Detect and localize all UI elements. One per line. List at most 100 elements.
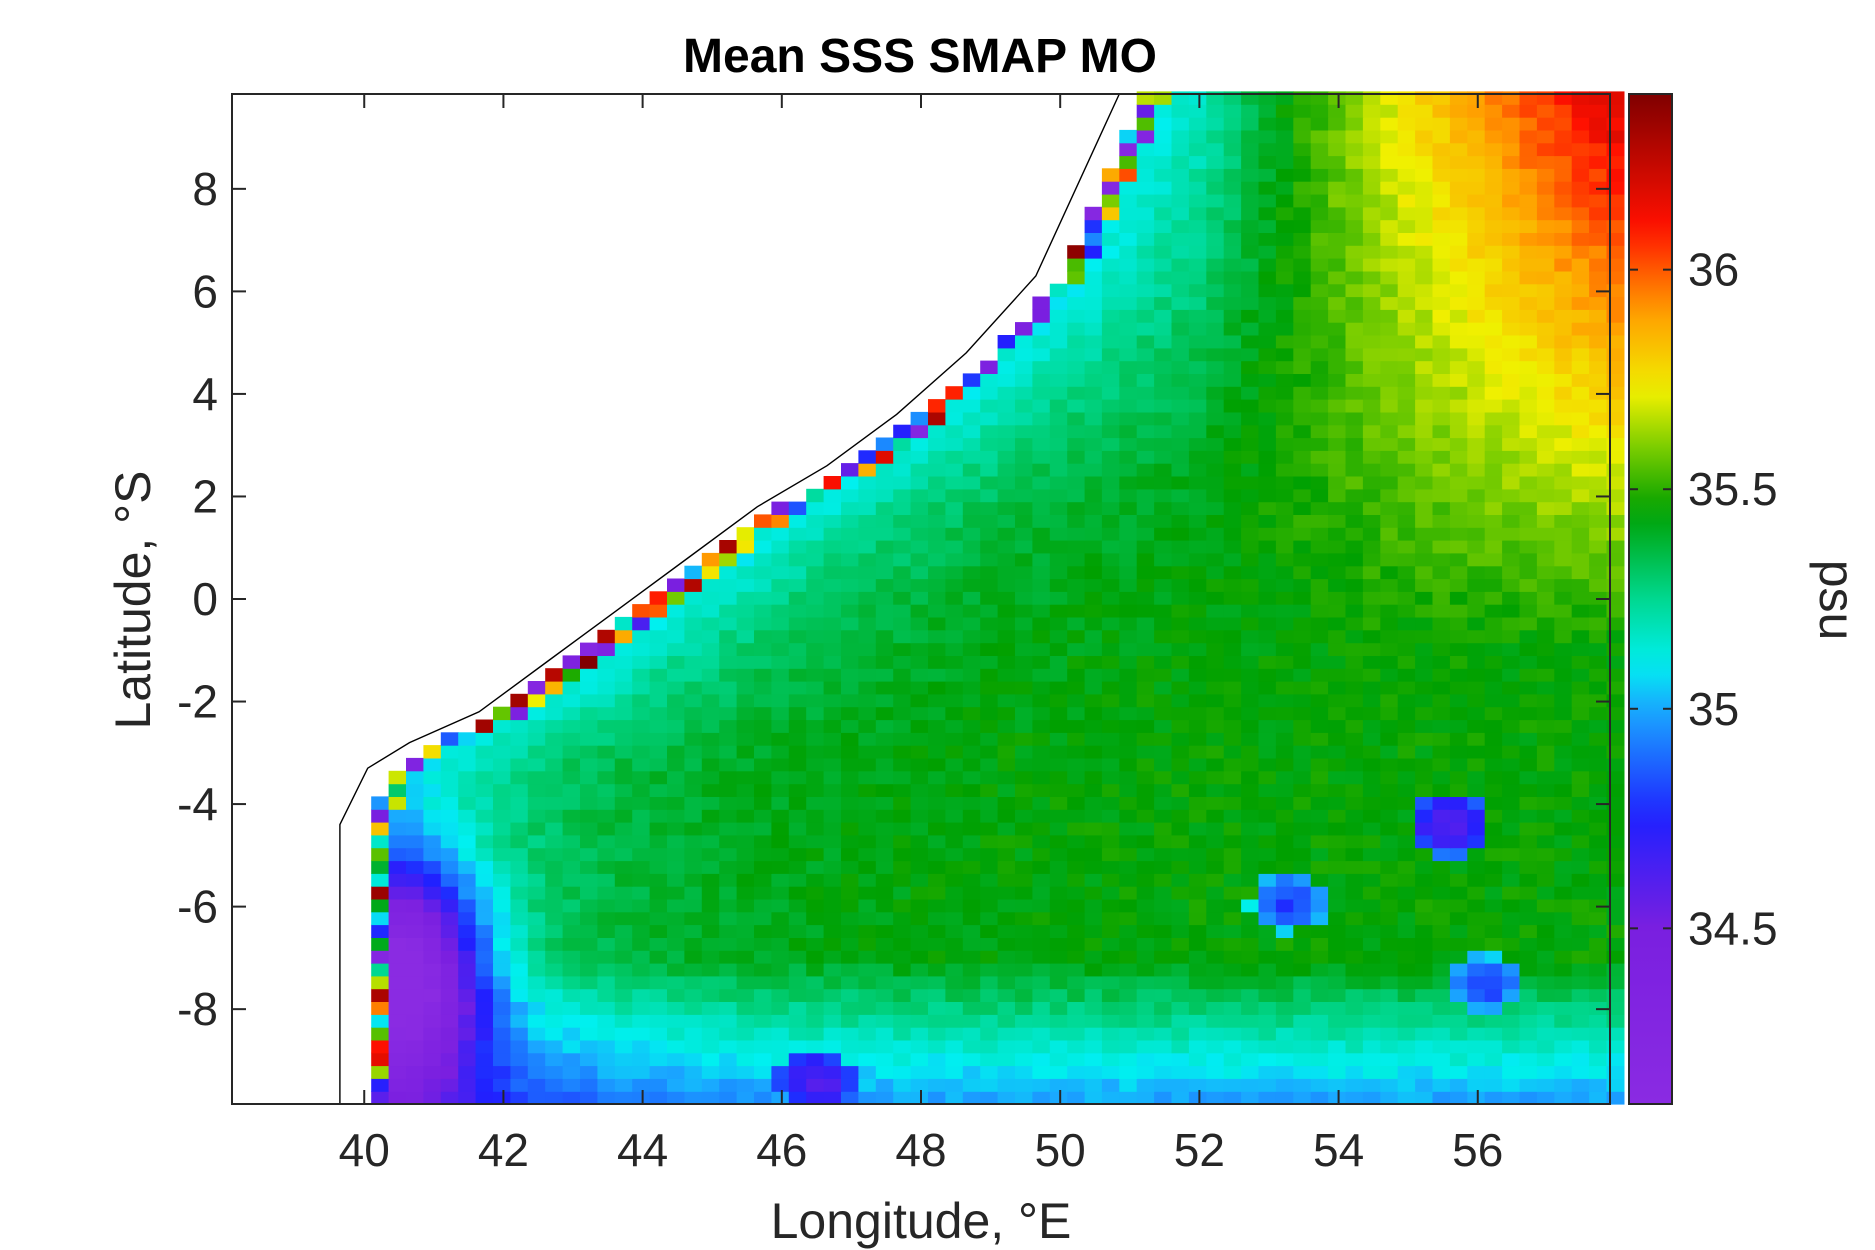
heatmap-cell [980, 796, 999, 810]
heatmap-cell [1223, 194, 1242, 208]
heatmap-cell [1502, 206, 1521, 221]
heatmap-cell [475, 847, 494, 862]
heatmap-cell [1589, 950, 1608, 964]
heatmap-cell [980, 1027, 999, 1041]
heatmap-cell [1188, 335, 1207, 349]
heatmap-cell [1084, 1014, 1103, 1028]
heatmap-cell [841, 732, 859, 746]
heatmap-cell [1154, 142, 1173, 157]
heatmap-cell [667, 937, 685, 951]
heatmap-cell [1206, 373, 1225, 387]
heatmap-cell [1519, 937, 1538, 951]
heatmap-cell [1258, 399, 1277, 413]
heatmap-cell [1241, 552, 1260, 567]
heatmap-cell [1084, 309, 1103, 323]
heatmap-cell [545, 924, 564, 938]
heatmap-cell [1519, 565, 1538, 580]
heatmap-cell [1015, 1001, 1033, 1015]
heatmap-cell [597, 886, 616, 900]
heatmap-cell [875, 565, 894, 580]
heatmap-cell [1049, 450, 1068, 464]
heatmap-cell [1432, 873, 1451, 887]
heatmap-cell [1188, 129, 1207, 144]
heatmap-cell [1032, 822, 1051, 836]
heatmap-cell [1206, 194, 1225, 208]
heatmap-cell [667, 655, 685, 669]
heatmap-cell [893, 450, 912, 464]
heatmap-cell [1502, 1039, 1521, 1054]
heatmap-cell [945, 757, 964, 772]
heatmap-cell [1589, 373, 1608, 387]
heatmap-cell [1258, 591, 1277, 605]
heatmap-cell [1484, 360, 1503, 374]
heatmap-cell [1275, 783, 1294, 797]
heatmap-cell [1223, 142, 1242, 157]
heatmap-cell [1241, 886, 1260, 900]
heatmap-cell [945, 463, 964, 477]
heatmap-cell [1171, 194, 1190, 208]
heatmap-cell [1449, 540, 1468, 554]
heatmap-cell [788, 514, 807, 528]
heatmap-cell [1432, 142, 1451, 157]
heatmap-cell [1554, 1001, 1573, 1015]
heatmap-cell [371, 796, 390, 810]
heatmap-cell [1415, 706, 1434, 721]
heatmap-cell [388, 937, 407, 951]
heatmap-cell [945, 399, 964, 413]
heatmap-cell [1275, 732, 1294, 746]
heatmap-cell [1467, 950, 1486, 964]
heatmap-cell [1432, 206, 1451, 221]
heatmap-cell [1293, 924, 1312, 938]
heatmap-cell [841, 719, 859, 733]
heatmap-cell [1397, 552, 1416, 567]
heatmap-cell [1415, 360, 1434, 374]
heatmap-cell [1589, 104, 1608, 118]
heatmap-cell [980, 706, 999, 721]
heatmap-cell [1502, 373, 1521, 387]
heatmap-cell [1154, 950, 1173, 964]
heatmap-cell [545, 988, 564, 1002]
heatmap-cell [1536, 206, 1555, 221]
heatmap-cell [475, 937, 494, 951]
heatmap-cell [1554, 527, 1573, 541]
heatmap-cell [1415, 194, 1434, 208]
heatmap-cell [858, 1014, 877, 1028]
heatmap-cell [1362, 847, 1381, 862]
heatmap-cell [823, 822, 842, 836]
heatmap-cell [1154, 937, 1173, 951]
heatmap-cell [875, 1052, 894, 1067]
heatmap-cell [1328, 424, 1347, 439]
heatmap-cell [980, 911, 999, 926]
heatmap-cell [1432, 335, 1451, 349]
heatmap-cell [614, 616, 633, 631]
heatmap-cell [1206, 168, 1225, 182]
heatmap-cell [1154, 719, 1173, 733]
heatmap-cell [1380, 142, 1399, 157]
heatmap-cell [1119, 540, 1138, 554]
heatmap-cell [1258, 681, 1277, 695]
heatmap-cell [928, 886, 946, 900]
heatmap-cell [1049, 373, 1068, 387]
heatmap-cell [1049, 424, 1068, 439]
heatmap-cell [1362, 552, 1381, 567]
heatmap-cell [1188, 886, 1207, 900]
heatmap-cell [1136, 988, 1155, 1002]
heatmap-cell [667, 950, 685, 964]
heatmap-cell [1415, 206, 1434, 221]
heatmap-cell [1258, 1014, 1277, 1028]
heatmap-cell [1397, 194, 1416, 208]
heatmap-cell [788, 501, 807, 515]
heatmap-cell [1484, 578, 1503, 592]
heatmap-cell [1380, 847, 1399, 862]
heatmap-cell [562, 898, 581, 913]
heatmap-cell [1380, 873, 1399, 887]
heatmap-cell [841, 963, 859, 977]
heatmap-cell [1101, 860, 1120, 874]
heatmap-cell [1345, 629, 1364, 644]
heatmap-cell [1380, 1065, 1399, 1079]
heatmap-cell [388, 1001, 407, 1015]
heatmap-cell [1223, 809, 1242, 823]
heatmap-cell [736, 719, 755, 733]
heatmap-cell [858, 1091, 877, 1105]
heatmap-cell [1067, 693, 1086, 708]
